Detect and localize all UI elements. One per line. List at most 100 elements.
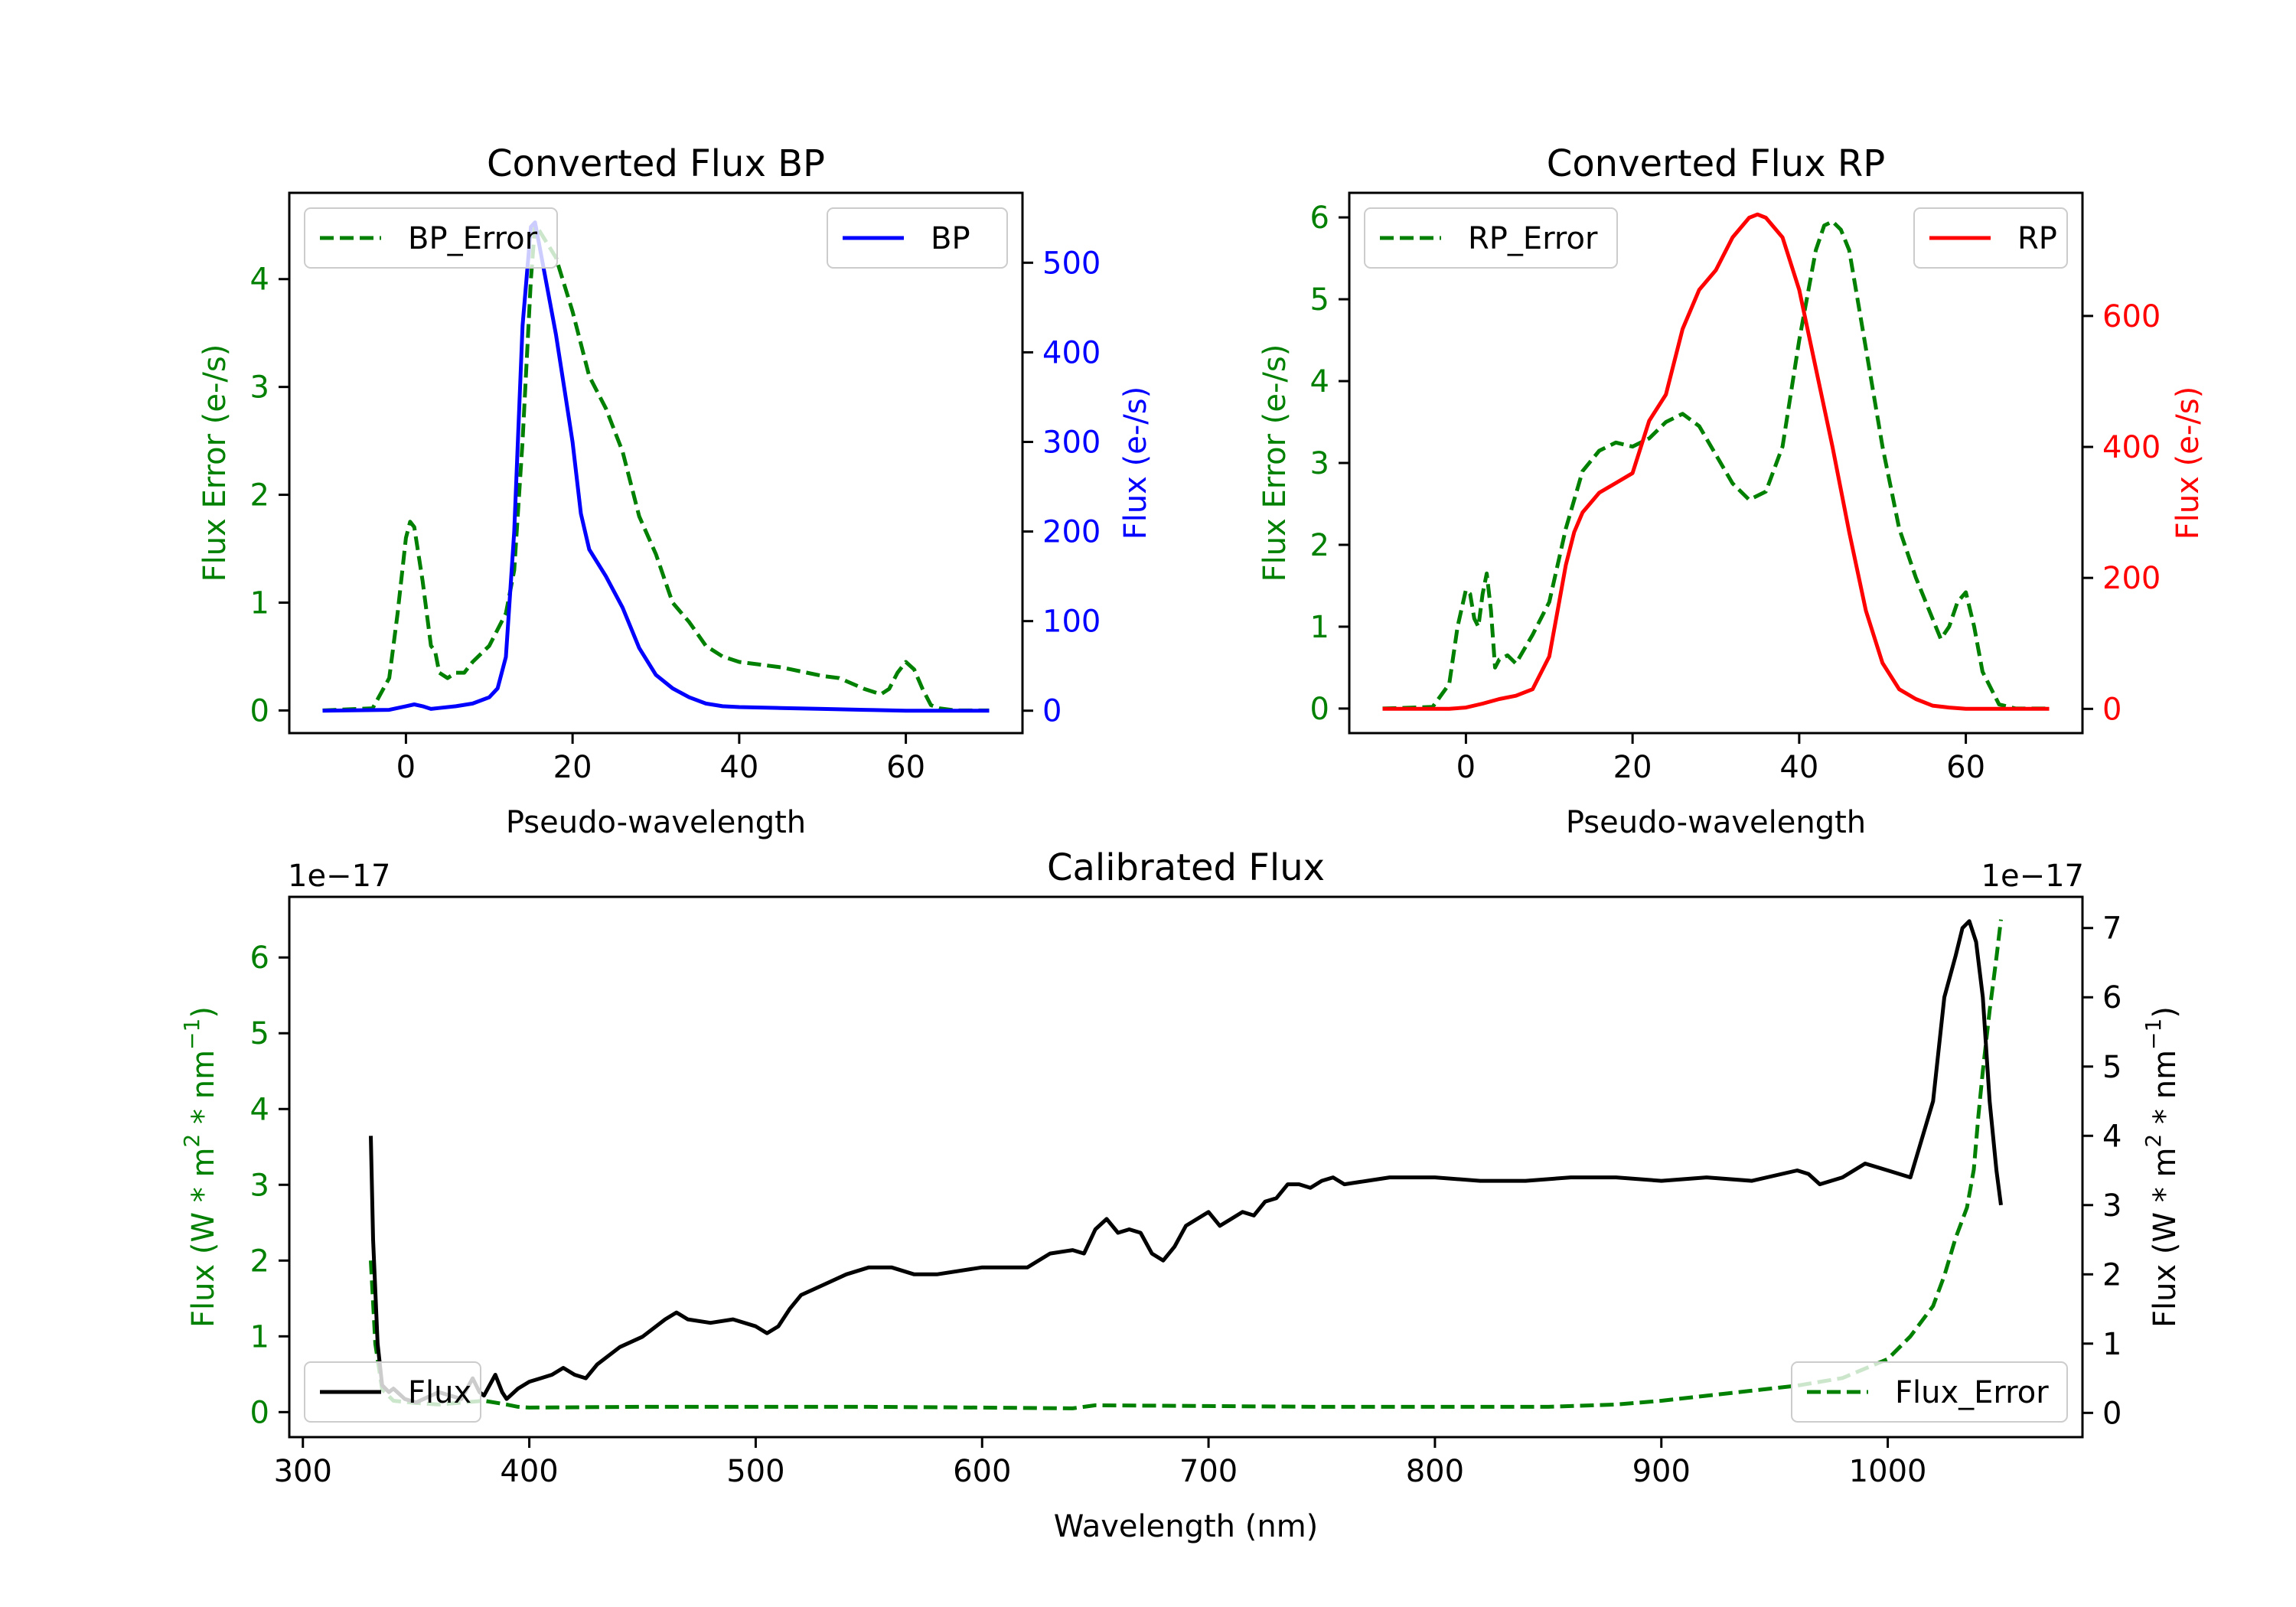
rp-left-tick-label: 4 <box>1310 364 1329 399</box>
bp-legend-box <box>827 207 1008 269</box>
cal-left-axis-label-part: ) <box>186 1006 221 1019</box>
cal-x-axis-label: Wavelength (nm) <box>1054 1509 1319 1544</box>
bp-legend-bp: BP <box>827 207 1008 269</box>
cal-left-tick-label: 0 <box>250 1395 269 1430</box>
cal-left-axis-label: Flux (W * m2 * nm−1) <box>179 1006 222 1328</box>
cal-series-flux-line <box>369 919 2003 1405</box>
cal-right-offset-text: 1e−17 <box>1981 859 2084 894</box>
rp-left-tick-label: 3 <box>1310 446 1329 481</box>
rp-x-tick-label: 0 <box>1456 750 1476 785</box>
bp-right-tick-label: 100 <box>1042 605 1101 640</box>
cal-right-axis-label-part: Flux (W * m <box>2148 1148 2183 1328</box>
bp-right-tick-label: 300 <box>1042 425 1101 460</box>
bp-x-axis-label: Pseudo-wavelength <box>506 805 806 840</box>
rp-left-tick-label: 5 <box>1310 282 1329 318</box>
cal-left-tick-label: 2 <box>250 1244 269 1279</box>
cal-x-tick-label: 600 <box>953 1454 1011 1489</box>
bp-left-tick-label: 1 <box>250 585 269 621</box>
cal-left-tick-label: 1 <box>250 1319 269 1354</box>
bp-right-tick-label: 0 <box>1042 694 1062 729</box>
cal-series-flux-error-line <box>369 919 2003 1410</box>
cal-legend-flux-error: Flux_Error <box>1791 1361 2068 1423</box>
rp-x-tick-label: 20 <box>1613 750 1652 785</box>
cal-x-tick-label: 800 <box>1406 1454 1464 1489</box>
cal-right-tick-label: 2 <box>2102 1257 2122 1292</box>
rp-legend-label: RP <box>2017 221 2057 256</box>
bp-right-tick-label: 400 <box>1042 335 1101 370</box>
bp-right-tick-label: 500 <box>1042 246 1101 281</box>
bp-left-tick-label: 2 <box>250 478 269 513</box>
cal-right-axis-label-part: −1 <box>2141 1019 2166 1050</box>
cal-legend-box <box>304 1361 481 1423</box>
bp-left-axis-label: Flux Error (e-/s) <box>197 344 233 582</box>
cal-right-axis-label-part: 2 <box>2141 1134 2166 1148</box>
cal-left-tick-label: 3 <box>250 1168 269 1203</box>
cal-axes-frame <box>288 895 2084 1439</box>
cal-left-axis-label-part: * nm <box>186 1050 221 1134</box>
cal-right-tick-label: 4 <box>2102 1119 2122 1154</box>
cal-left-tick-label: 4 <box>250 1092 269 1127</box>
cal-subplot: Flux Flux_Error 300 400 500 600 700 800 900 1000 0… <box>179 846 2183 1544</box>
bp-legend-box <box>304 207 558 269</box>
cal-left-axis-label-part: 2 <box>179 1134 204 1148</box>
bp-left-tick-label: 4 <box>250 262 269 298</box>
rp-subplot: RP_Error RP0 20 40 6001234560200400600Conver… <box>1257 142 2206 840</box>
cal-right-tick-label: 6 <box>2102 980 2122 1015</box>
cal-x-tick-label: 900 <box>1632 1454 1691 1489</box>
rp-right-tick-label: 200 <box>2102 561 2161 596</box>
bp-subplot: BP_Error BP0 20 40 60012340100200300400500Co… <box>197 142 1153 840</box>
cal-legend-label: Flux_Error <box>1895 1375 2049 1410</box>
bp-x-tick-label: 20 <box>553 750 592 785</box>
rp-right-tick-label: 0 <box>2102 692 2122 727</box>
cal-x-tick-label: 700 <box>1179 1454 1238 1489</box>
cal-right-tick-label: 5 <box>2102 1050 2122 1085</box>
rp-right-axis-label: Flux (e-/s) <box>2170 386 2206 539</box>
bp-legend-label: BP_Error <box>408 221 538 256</box>
cal-right-tick-label: 3 <box>2102 1188 2122 1224</box>
rp-left-tick-label: 1 <box>1310 610 1329 645</box>
bp-left-tick-label: 3 <box>250 370 269 406</box>
cal-right-tick-label: 0 <box>2102 1396 2122 1431</box>
bp-legend-bp-error: BP_Error <box>304 207 558 269</box>
bp-series-bp-error-line <box>322 223 990 712</box>
rp-x-axis-label: Pseudo-wavelength <box>1566 805 1866 840</box>
rp-legend-label: RP_Error <box>1468 221 1598 256</box>
cal-left-axis-label-part: Flux (W * m <box>186 1148 221 1328</box>
cal-legend-box <box>1791 1361 2068 1423</box>
rp-left-tick-label: 6 <box>1310 200 1329 236</box>
cal-left-tick-label: 6 <box>250 940 269 976</box>
cal-right-tick-label: 7 <box>2102 911 2122 947</box>
cal-legend-flux: Flux <box>304 1361 481 1423</box>
bp-legend-label: BP <box>931 221 970 256</box>
rp-left-tick-label: 0 <box>1310 692 1329 727</box>
bp-right-axis-label: Flux (e-/s) <box>1118 386 1153 539</box>
rp-legend-rp-error: RP_Error <box>1364 207 1618 269</box>
cal-x-tick-label: 500 <box>726 1454 784 1489</box>
cal-left-offset-text: 1e−17 <box>288 859 390 894</box>
cal-legend-label: Flux <box>408 1375 471 1410</box>
rp-series-rp-error-line <box>1382 219 2050 711</box>
cal-right-tick-label: 1 <box>2102 1327 2122 1362</box>
cal-right-axis-label-part: * nm <box>2148 1050 2183 1134</box>
rp-left-tick-label: 2 <box>1310 528 1329 563</box>
bp-x-tick-label: 0 <box>396 750 416 785</box>
cal-left-axis-label-part: −1 <box>179 1019 204 1050</box>
rp-left-axis-label: Flux Error (e-/s) <box>1257 344 1293 582</box>
bp-series-bp-line <box>322 220 990 713</box>
cal-title: Calibrated Flux <box>1047 846 1325 889</box>
cal-x-tick-label: 1000 <box>1849 1454 1927 1489</box>
bp-left-tick-label: 0 <box>250 693 269 729</box>
bp-x-tick-label: 40 <box>719 750 758 785</box>
cal-x-tick-label: 300 <box>274 1454 332 1489</box>
rp-right-tick-label: 400 <box>2102 430 2161 465</box>
cal-left-tick-label: 5 <box>250 1016 269 1051</box>
rp-legend-rp: RP <box>1913 207 2068 269</box>
cal-right-axis-label-part: ) <box>2148 1006 2183 1019</box>
cal-x-tick-label: 400 <box>500 1454 558 1489</box>
rp-series-rp-line <box>1382 212 2050 711</box>
bp-right-tick-label: 200 <box>1042 515 1101 550</box>
rp-legend-box <box>1364 207 1618 269</box>
rp-right-tick-label: 600 <box>2102 299 2161 334</box>
rp-x-tick-label: 60 <box>1946 750 1985 785</box>
